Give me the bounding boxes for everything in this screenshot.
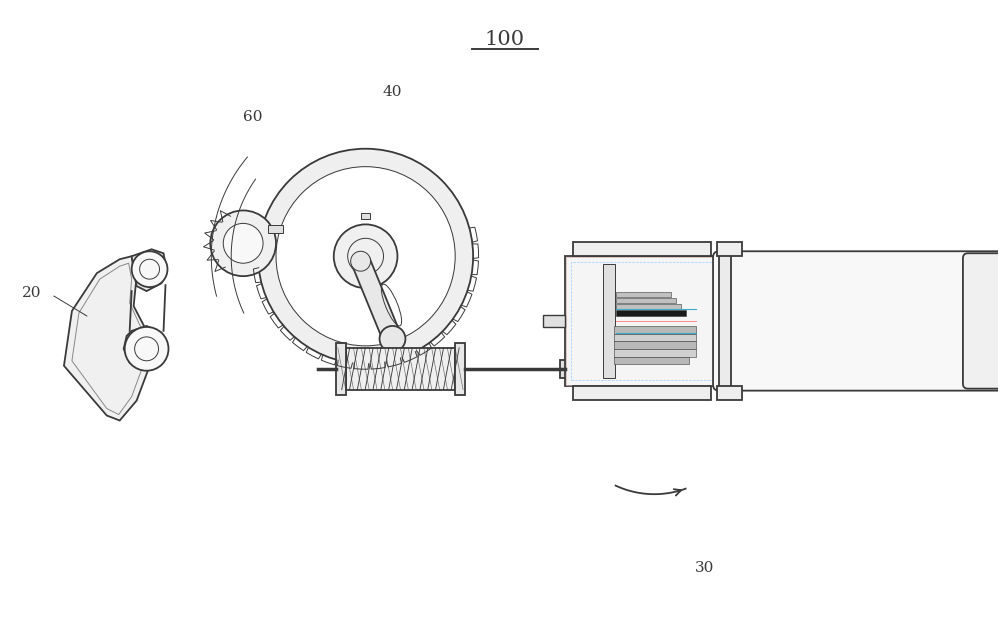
Bar [614,349,696,356]
Bar [614,326,696,333]
Bar [603,264,615,378]
Bar [616,297,676,302]
Bar [616,304,681,309]
Bar [268,225,283,233]
Bar [614,334,696,342]
Bar [566,257,718,384]
Bar [717,386,742,399]
Bar [573,242,711,256]
Circle shape [223,224,263,263]
Polygon shape [132,249,166,291]
FancyBboxPatch shape [963,253,1000,389]
Bar [573,386,711,399]
Bar [455,343,465,394]
Circle shape [210,211,276,276]
Bar [346,348,455,389]
Text: 100: 100 [485,30,525,49]
Bar [361,213,370,219]
Bar [565,256,719,386]
Bar [614,357,689,365]
Polygon shape [124,326,166,369]
Circle shape [380,326,405,352]
Text: 60: 60 [243,110,263,124]
Text: 30: 30 [694,561,714,575]
Text: 40: 40 [383,85,402,99]
FancyBboxPatch shape [713,252,1000,391]
Bar [543,315,565,327]
Bar [717,242,742,256]
Circle shape [132,252,167,287]
Bar [571,262,713,379]
Circle shape [125,327,168,371]
Bar [560,360,578,378]
Bar [719,252,731,389]
Bar [616,292,671,297]
Circle shape [351,252,371,271]
Polygon shape [352,258,401,342]
Polygon shape [64,256,152,420]
Bar [614,342,696,349]
Circle shape [334,224,397,288]
Bar [336,343,346,394]
Text: 20: 20 [22,286,42,300]
Bar [616,310,686,316]
